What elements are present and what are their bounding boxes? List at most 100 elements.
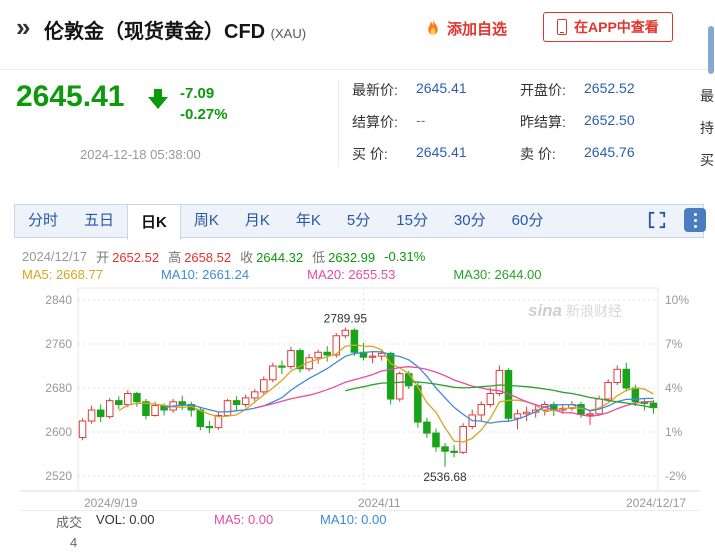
page-title: 伦敦金（现货黄金）CFD (XAU) (44, 15, 306, 44)
bar-change-percent: -0.31% (384, 249, 426, 264)
low-item: 低 2632.99 (312, 247, 375, 266)
brand-chevrons-icon: » (16, 12, 31, 42)
field-label: 买 价: (352, 146, 388, 162)
volume-pane-divider (20, 510, 700, 511)
field-label: 昨结算: (520, 114, 566, 130)
tab-time-share[interactable]: 分时 (28, 212, 59, 229)
ma5-legend: MA5: 2668.77 (22, 267, 103, 282)
svg-text:2680: 2680 (45, 381, 72, 395)
quote-field-open: 开盘价: 2652.52 (520, 80, 635, 112)
open-value: 2652.52 (112, 250, 160, 265)
x-axis-label-start: 2024/9/19 (84, 496, 138, 510)
svg-text:2760: 2760 (45, 337, 72, 351)
scrollbar-thumb[interactable] (708, 26, 714, 74)
svg-text:-2%: -2% (665, 469, 687, 483)
field-value: 2645.41 (416, 144, 467, 160)
low-label: 低 (312, 250, 326, 265)
sina-watermark: sina 新浪财经 (528, 301, 622, 321)
field-value: 2652.52 (584, 80, 635, 96)
high-item: 高 2658.52 (168, 247, 231, 266)
quote-timestamp: 2024-12-18 05:38:00 (80, 147, 201, 162)
quote-field-settle: 结算价: -- (352, 112, 467, 144)
svg-text:7%: 7% (665, 337, 683, 351)
quote-field-bid: 买 价: 2645.41 (352, 144, 467, 176)
close-value: 2644.32 (256, 250, 304, 265)
x-axis-label-end: 2024/12/17 (626, 496, 687, 510)
ma10-legend: MA10: 2661.24 (160, 267, 250, 282)
tab-30min[interactable]: 30分 (453, 212, 486, 229)
period-tabbar: 分时 五日 日K 周K 月K 年K 5分 15分 30分 60分 (14, 204, 704, 240)
svg-text:2536.68: 2536.68 (423, 470, 467, 484)
low-value: 2632.99 (328, 250, 376, 265)
field-label: 最新价: (352, 82, 398, 98)
quote-field-prev-settle: 昨结算: 2652.50 (520, 112, 635, 144)
watermark-latin: sina (528, 301, 563, 320)
add-watchlist-label: 添加自选 (447, 21, 508, 38)
tab-5min[interactable]: 5分 (346, 212, 371, 229)
field-value: 2645.76 (584, 144, 635, 160)
tab-monthly-k[interactable]: 月K (244, 212, 270, 229)
ma-legend: MA5: 2668.77 MA10: 2661.24 MA20: 2655.53… (22, 267, 542, 282)
vertical-divider (338, 80, 339, 166)
clipped-label-position: 持 (700, 120, 714, 136)
clipped-label-high: 最 (700, 88, 714, 104)
tab-weekly-k[interactable]: 周K (193, 212, 219, 229)
volume-axis-value: 4 (70, 535, 78, 550)
svg-text:2789.95: 2789.95 (324, 312, 368, 326)
down-arrow-icon (148, 89, 168, 109)
volume-ma10: MA10: 0.00 (320, 512, 387, 527)
tab-daily-k[interactable]: 日K (127, 204, 181, 240)
quote-column-3-clipped: 最 持 买 (700, 80, 714, 176)
price-change: -7.09 -0.27% (180, 83, 228, 125)
field-value: 2645.41 (416, 80, 467, 96)
field-value: 2652.50 (584, 112, 635, 128)
svg-text:2600: 2600 (45, 425, 72, 439)
last-price: 2645.41 (16, 80, 125, 113)
add-watchlist-button[interactable]: 添加自选 (425, 18, 507, 39)
high-value: 2658.52 (184, 250, 232, 265)
close-label: 收 (240, 250, 254, 265)
high-label: 高 (168, 250, 182, 265)
field-label: 卖 价: (520, 146, 556, 162)
clipped-label-bidvol: 买 (700, 152, 714, 168)
field-value: -- (416, 112, 426, 128)
more-options-button[interactable] (684, 208, 706, 232)
tab-15min[interactable]: 15分 (396, 212, 428, 229)
ma30-legend: MA30: 2644.00 (453, 267, 542, 282)
svg-text:10%: 10% (665, 293, 689, 307)
tab-yearly-k[interactable]: 年K (295, 212, 321, 229)
close-item: 收 2644.32 (240, 247, 303, 266)
tab-five-day[interactable]: 五日 (84, 212, 115, 229)
volume-section-label: 成交 (56, 515, 83, 530)
ma20-legend: MA20: 2655.53 (307, 267, 396, 282)
quote-column-2: 开盘价: 2652.52 昨结算: 2652.50 卖 价: 2645.76 (520, 80, 635, 176)
svg-text:2520: 2520 (45, 469, 72, 483)
view-in-app-label: 在APP中查看 (574, 19, 659, 35)
change-percent: -0.27% (180, 106, 228, 123)
candlestick-chart[interactable]: 2840 10% 2760 7% 2680 4% 2600 1% 2520 -2% 2789.95 2… (0, 284, 715, 496)
open-label: 开 (96, 250, 110, 265)
watermark-cn: 新浪财经 (566, 303, 623, 319)
quote-column-1: 最新价: 2645.41 结算价: -- 买 价: 2645.41 (352, 80, 467, 176)
instrument-name: 伦敦金（现货黄金）CFD (44, 21, 266, 43)
change-value: -7.09 (180, 85, 215, 102)
volume-ma5: MA5: 0.00 (214, 512, 274, 527)
quote-field-last: 最新价: 2645.41 (352, 80, 467, 112)
svg-text:4%: 4% (665, 381, 683, 395)
volume-value: VOL: 0.00 (96, 512, 155, 527)
svg-text:2840: 2840 (45, 293, 72, 307)
quote-field-ask: 卖 价: 2645.76 (520, 144, 635, 176)
phone-icon (557, 19, 567, 35)
view-in-app-button[interactable]: 在APP中查看 (543, 12, 673, 42)
instrument-symbol: (XAU) (270, 26, 307, 41)
page-header: » 伦敦金（现货黄金）CFD (XAU) 添加自选 在APP中查看 (0, 0, 715, 70)
bar-date: 2024/12/17 (22, 249, 88, 264)
fullscreen-icon[interactable] (648, 211, 666, 229)
field-label: 开盘价: (520, 82, 566, 98)
tab-60min[interactable]: 60分 (511, 212, 544, 229)
svg-text:1%: 1% (665, 425, 683, 439)
x-axis-label-november: 2024/11 (358, 496, 401, 510)
field-label: 结算价: (352, 114, 398, 130)
